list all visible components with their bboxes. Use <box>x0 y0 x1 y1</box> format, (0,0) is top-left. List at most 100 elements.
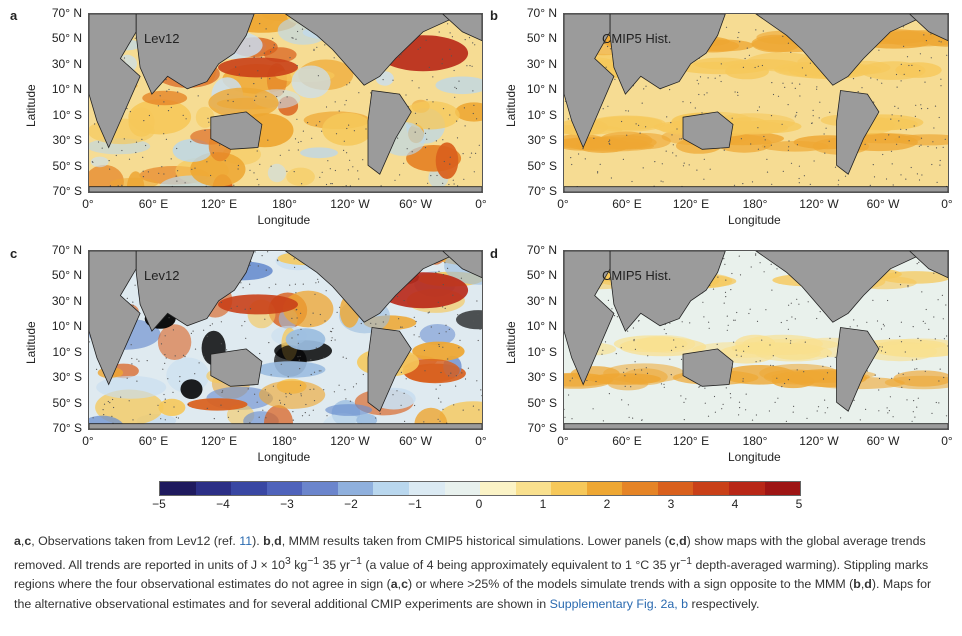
colorbar-swatch <box>515 482 552 495</box>
trend-patch <box>90 156 109 168</box>
supplementary-link[interactable]: Supplementary Fig. 2a, b <box>549 596 689 611</box>
caption-text: , Observations taken from Lev12 (ref. <box>31 534 240 548</box>
colorbar-swatch <box>231 482 267 495</box>
trend-patch <box>419 324 456 346</box>
land-masses <box>564 14 948 192</box>
latitude-tick: 50° S <box>52 158 82 173</box>
longitude-axis-title: Longitude <box>257 450 311 464</box>
colorbar <box>159 481 801 496</box>
ocean-heat-map <box>564 14 948 192</box>
map-panel: Lev12 <box>88 13 483 193</box>
land-masses <box>89 251 482 429</box>
longitude-tick: 120° W <box>799 197 839 211</box>
colorbar-swatch <box>408 482 445 495</box>
latitude-tick: 30° N <box>526 56 557 71</box>
latitude-tick: 70° S <box>52 421 82 435</box>
longitude-tick: 60° E <box>612 434 642 448</box>
trend-patch <box>636 335 696 353</box>
latitude-tick: 10° S <box>527 107 557 122</box>
colorbar-swatch <box>373 482 409 495</box>
colorbar-tick: 1 <box>539 497 547 511</box>
longitude-tick: 120° E <box>672 434 710 448</box>
latitude-tick: 70° N <box>526 243 557 257</box>
caption-text: ). <box>252 534 264 548</box>
longitude-tick: 60° E <box>138 434 169 448</box>
latitude-tick: 10° N <box>526 319 557 334</box>
caption-text: depth-averaged warming). Stippling marks… <box>14 557 929 592</box>
latitude-tick: 70° N <box>51 6 82 20</box>
trend-patch <box>256 361 326 378</box>
latitude-tick: 50° N <box>526 31 557 46</box>
latitude-tick: 10° N <box>51 82 82 97</box>
latitude-tick: 30° N <box>51 293 82 308</box>
colorbar-swatch <box>693 482 729 495</box>
trend-patch <box>879 271 948 284</box>
longitude-axis-title: Longitude <box>728 450 781 464</box>
colorbar-swatch <box>586 482 623 495</box>
caption-letter: d <box>679 534 687 548</box>
land-masses <box>89 14 482 192</box>
colorbar-swatch <box>266 482 303 495</box>
latitude-axis-title: Latitude <box>504 84 518 127</box>
longitude-tick: 120° W <box>330 197 370 211</box>
map-panel: Lev12 <box>88 250 483 430</box>
latitude-tick: 70° S <box>527 184 557 198</box>
caption-letter: b <box>853 577 861 592</box>
dataset-label: Lev12 <box>144 31 180 46</box>
reference-link[interactable]: 11 <box>239 534 253 548</box>
caption-letter: b <box>263 534 271 548</box>
ocean-heat-map <box>564 251 948 429</box>
latitude-tick: 30° S <box>52 133 82 148</box>
colorbar-tick: −5 <box>152 497 166 511</box>
longitude-tick: 0° <box>941 197 953 211</box>
trend-patch <box>455 102 482 122</box>
colorbar-tick: 2 <box>603 497 611 511</box>
colorbar-swatch <box>657 482 694 495</box>
longitude-tick: 0° <box>941 434 953 448</box>
longitude-tick: 0° <box>557 197 569 211</box>
longitude-axis-title: Longitude <box>728 213 781 227</box>
longitude-tick: 0° <box>475 197 487 211</box>
trend-patch <box>190 152 246 187</box>
longitude-tick: 120° E <box>672 197 710 211</box>
trend-patch <box>874 343 948 358</box>
longitude-tick: 0° <box>475 434 487 448</box>
latitude-axis-title: Latitude <box>504 321 518 364</box>
longitude-tick: 60° W <box>866 197 900 211</box>
longitude-tick: 60° E <box>138 197 169 211</box>
panel-letter: a <box>10 8 18 23</box>
longitude-tick: 120° E <box>200 434 238 448</box>
trend-patch <box>264 405 293 429</box>
colorbar-tick: 4 <box>731 497 739 511</box>
colorbar-tick: 5 <box>795 497 803 511</box>
colorbar-swatch <box>480 482 516 495</box>
trend-patch <box>893 370 948 387</box>
longitude-axis-title: Longitude <box>257 213 311 227</box>
longitude-tick: 0° <box>557 434 569 448</box>
trend-patch <box>847 133 923 144</box>
map-panel: CMIP5 Hist. <box>563 250 949 430</box>
latitude-tick: 10° S <box>527 344 557 359</box>
caption-letter: c <box>668 534 676 548</box>
caption-letter: c <box>401 577 409 592</box>
dataset-label: Lev12 <box>144 268 180 283</box>
latitude-axis-title: Latitude <box>24 321 38 364</box>
latitude-tick: 30° N <box>51 56 82 71</box>
trend-patch <box>325 404 373 416</box>
caption-text: ) or where >25% of the models simulate t… <box>408 577 854 592</box>
panel-letter: b <box>490 8 498 23</box>
longitude-tick: 120° W <box>799 434 839 448</box>
trend-patch <box>722 365 796 385</box>
latitude-tick: 10° N <box>51 319 82 334</box>
latitude-tick: 10° N <box>526 82 557 97</box>
trend-patch <box>439 401 482 429</box>
colorbar-swatch <box>337 482 374 495</box>
colorbar-swatch <box>444 482 481 495</box>
trend-patch <box>322 112 373 146</box>
latitude-tick: 50° S <box>52 395 82 410</box>
trend-patch <box>456 310 482 330</box>
trend-patch <box>622 368 668 386</box>
latitude-tick: 50° N <box>51 268 82 283</box>
trend-patch <box>195 106 215 128</box>
caption-text: respectively. <box>688 596 760 611</box>
